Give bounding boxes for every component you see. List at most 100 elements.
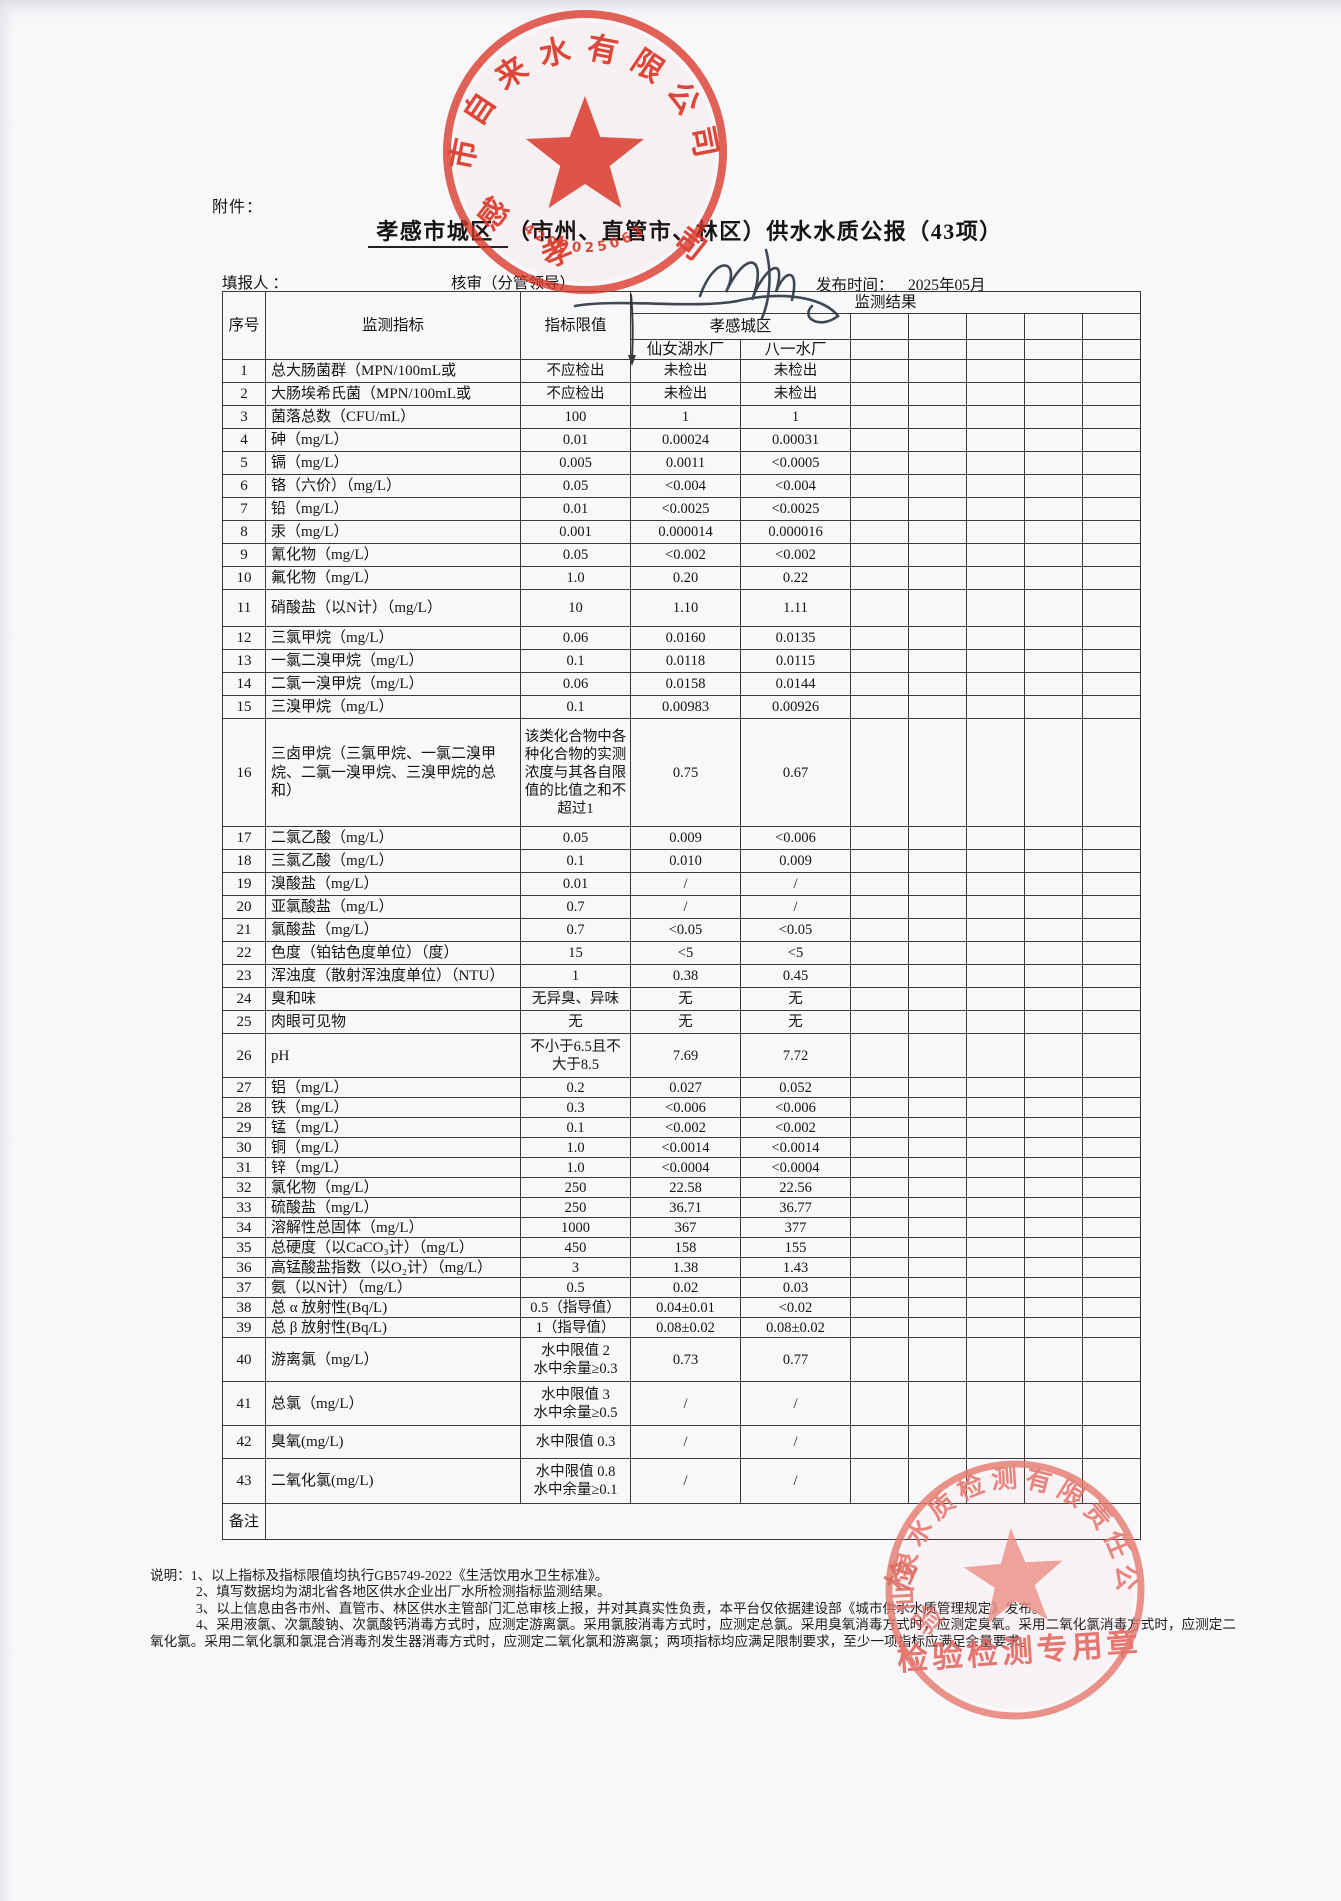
indicator-name-cell: 色度（铂钴色度单位）（度）: [265, 941, 521, 966]
empty-cell: [966, 964, 1025, 989]
empty-cell: [1081, 826, 1142, 851]
empty-cell: [1081, 520, 1142, 545]
seq-cell: 3: [222, 405, 266, 430]
indicator-name-cell: 汞（mg/L）: [265, 520, 521, 545]
indicator-row-11: 11 硝酸盐（以N计）（mg/L） 10 1.10 1.11: [222, 589, 1142, 628]
value-cell-xiannvhu: 0.73: [630, 1337, 741, 1383]
limit-cell: 0.1: [520, 849, 631, 874]
empty-cell: [966, 626, 1025, 651]
seq-cell: 12: [222, 626, 266, 651]
value-cell-xiannvhu: /: [630, 872, 741, 897]
indicator-row-9: 9 氰化物（mg/L） 0.05 <0.002 <0.002: [222, 543, 1142, 568]
indicator-row-42: 42 臭氧(mg/L) 水中限值 0.3//: [222, 1425, 1142, 1460]
empty-cell: [966, 474, 1025, 499]
empty-cell: [966, 1097, 1025, 1119]
empty-cell: [850, 497, 909, 522]
empty-cell: [908, 359, 967, 384]
value-cell-xiannvhu: 0.0118: [630, 649, 741, 674]
empty-cell: [966, 382, 1025, 407]
value-cell-xiannvhu: 0.0011: [630, 451, 741, 476]
empty-cell: [1024, 1077, 1083, 1099]
seq-cell: 23: [222, 964, 266, 989]
indicator-name-cell: 肉眼可见物: [265, 1010, 521, 1035]
empty-cell: [1024, 826, 1083, 851]
empty-cell: [1081, 543, 1142, 568]
limit-cell: 250: [520, 1177, 631, 1199]
seq-cell: 31: [222, 1157, 266, 1179]
title-rest: （市州、直管市、林区）供水水质公报（43项）: [507, 219, 1003, 244]
empty-cell: [850, 1277, 909, 1299]
document-title: 孝感市城区 （市州、直管市、林区）供水水质公报（43项）: [30, 214, 1341, 248]
empty-header-cell: [966, 313, 1025, 340]
empty-cell: [966, 1425, 1025, 1460]
value-cell-xiannvhu: 未检出: [630, 382, 741, 407]
limit-cell: 无: [520, 1010, 631, 1035]
empty-cell: [1024, 1137, 1083, 1159]
indicator-row-22: 22 色度（铂钴色度单位）（度） 15 <5 <5: [222, 941, 1142, 966]
indicator-name-cell: 总氯（mg/L）: [265, 1381, 521, 1427]
empty-cell: [1081, 987, 1142, 1012]
indicator-name-cell: 锌（mg/L）: [265, 1157, 521, 1179]
empty-cell: [850, 451, 909, 476]
indicator-name-cell: 总硬度（以CaCO₃计）（mg/L）: [265, 1237, 521, 1259]
empty-cell: [1081, 1217, 1142, 1239]
empty-cell: [966, 589, 1025, 628]
indicator-name-cell: 大肠埃希氏菌（MPN/100mL或: [265, 382, 521, 407]
empty-cell: [966, 520, 1025, 545]
seq-cell: 10: [222, 566, 266, 591]
empty-cell: [850, 382, 909, 407]
empty-cell: [1024, 1033, 1083, 1079]
empty-cell: [966, 1337, 1025, 1383]
empty-header-cell: [1081, 313, 1142, 340]
value-cell-xiannvhu: 0.009: [630, 826, 741, 851]
empty-cell: [966, 1381, 1025, 1427]
seq-cell: 41: [222, 1381, 266, 1427]
empty-cell: [908, 1217, 967, 1239]
empty-cell: [908, 895, 967, 920]
indicator-row-8: 8 汞（mg/L） 0.001 0.000014 0.000016: [222, 520, 1142, 545]
indicator-row-39: 39 总 β 放射性(Bq/L) 1（指导值） 0.08±0.02 0.08±0.02: [222, 1317, 1142, 1339]
seq-cell: 42: [222, 1425, 266, 1460]
value-cell-xiannvhu: 0.00983: [630, 695, 741, 720]
value-cell-bayi: 1.43: [740, 1257, 851, 1279]
limit-cell: 0.06: [520, 626, 631, 651]
empty-cell: [1081, 497, 1142, 522]
empty-cell: [1024, 895, 1083, 920]
seq-cell: 39: [222, 1317, 266, 1339]
seq-cell: 2: [222, 382, 266, 407]
empty-cell: [1024, 589, 1083, 628]
table-header-row-1: 序号 监测指标 指标限值 监测结果: [222, 290, 1142, 361]
empty-cell: [1024, 918, 1083, 943]
indicator-name-cell: 二氯乙酸（mg/L）: [265, 826, 521, 851]
empty-cell: [1081, 1197, 1142, 1219]
indicator-row-7: 7 铅（mg/L） 0.01 <0.0025 <0.0025: [222, 497, 1142, 522]
value-cell-xiannvhu: 0.20: [630, 566, 741, 591]
empty-cell: [908, 1277, 967, 1299]
value-cell-xiannvhu: 22.58: [630, 1177, 741, 1199]
empty-header-cell: [1024, 338, 1083, 361]
empty-cell: [1024, 566, 1083, 591]
col-header-plant-xiannvhu: 仙女湖水厂: [630, 338, 741, 361]
empty-cell: [966, 1237, 1025, 1259]
empty-cell: [1024, 405, 1083, 430]
seal-arc-text: 市自来水有限公司: [443, 30, 713, 173]
value-cell-xiannvhu: 0.00024: [630, 428, 741, 453]
value-cell-xiannvhu: <0.0014: [630, 1137, 741, 1159]
value-cell-xiannvhu: <0.004: [630, 474, 741, 499]
empty-cell: [1024, 987, 1083, 1012]
empty-cell: [850, 918, 909, 943]
empty-cell: [966, 1157, 1025, 1179]
empty-cell: [1081, 474, 1142, 499]
indicator-row-33: 33 硫酸盐（mg/L） 250 36.71 36.77: [222, 1197, 1142, 1219]
empty-cell: [1024, 497, 1083, 522]
indicator-name-cell: 三溴甲烷（mg/L）: [265, 695, 521, 720]
indicator-name-cell: 亚氯酸盐（mg/L）: [265, 895, 521, 920]
value-cell-xiannvhu: 0.08±0.02: [630, 1317, 741, 1339]
empty-cell: [1024, 1097, 1083, 1119]
empty-cell: [850, 849, 909, 874]
empty-cell: [966, 718, 1025, 828]
empty-cell: [908, 1317, 967, 1339]
indicator-name-cell: 菌落总数（CFU/mL）: [265, 405, 521, 430]
seq-cell: 28: [222, 1097, 266, 1119]
empty-cell: [966, 1077, 1025, 1099]
